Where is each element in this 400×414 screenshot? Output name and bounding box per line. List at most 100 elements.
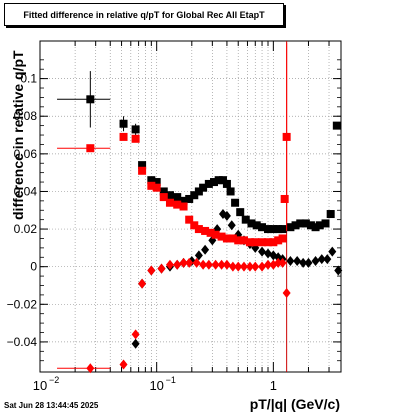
data-point [217, 259, 226, 270]
data-point [274, 257, 283, 268]
data-point [332, 121, 341, 130]
x-tick-label: 10 [149, 378, 163, 393]
data-point [226, 187, 235, 196]
data-point [185, 194, 194, 203]
data-point [138, 278, 147, 289]
data-point [293, 256, 302, 267]
datestamp: Sat Jun 28 13:44:45 2025 [4, 401, 99, 410]
data-point [258, 261, 267, 272]
y-axis-label: difference in relative q/pT [10, 50, 26, 220]
data-point [194, 250, 203, 261]
data-point [138, 161, 147, 170]
data-point [119, 119, 128, 128]
data-point [274, 225, 283, 234]
data-point [165, 198, 174, 207]
data-point [173, 200, 182, 209]
data-point [234, 261, 243, 272]
data-point [157, 263, 166, 274]
data-point [251, 238, 260, 247]
data-point [86, 363, 95, 374]
data-point [228, 261, 237, 272]
y-tick-label: 0.08 [14, 109, 38, 123]
data-point [334, 265, 343, 276]
data-point [282, 132, 291, 141]
y-tick-label: 0.1 [20, 72, 37, 86]
data-point [185, 215, 194, 224]
data-point [278, 234, 287, 243]
data-point [241, 215, 250, 224]
data-point [269, 250, 278, 261]
data-point [131, 329, 140, 340]
data-point [179, 257, 188, 268]
data-point [311, 223, 320, 232]
data-point [326, 210, 335, 219]
data-point [227, 220, 236, 231]
data-point [138, 166, 147, 175]
data-point [190, 221, 199, 230]
data-point [119, 132, 128, 141]
data-point [304, 257, 313, 268]
data-point [131, 338, 140, 349]
data-point [236, 208, 245, 217]
data-point [269, 225, 278, 234]
data-point [311, 256, 320, 267]
data-point [264, 225, 273, 234]
y-tick-label: 0.02 [14, 222, 38, 236]
data-point [159, 187, 168, 196]
data-point [264, 238, 273, 247]
data-point [264, 259, 273, 270]
data-point [317, 254, 326, 265]
data-point [199, 259, 208, 270]
data-point [282, 288, 291, 299]
data-point [211, 230, 220, 239]
data-point [286, 256, 295, 267]
data-point [258, 223, 267, 232]
data-point [228, 234, 237, 243]
data-point [192, 257, 201, 268]
data-point [222, 259, 231, 270]
data-point [245, 238, 254, 247]
data-point [286, 223, 295, 232]
data-point [251, 261, 260, 272]
data-point [165, 259, 174, 270]
data-point [280, 194, 289, 203]
data-point [315, 221, 324, 230]
x-tick-exponent: −1 [166, 375, 176, 385]
data-point [201, 244, 210, 255]
data-point [231, 198, 240, 207]
data-point [258, 246, 267, 257]
y-tick-label: 0.04 [14, 184, 38, 198]
data-point [173, 259, 182, 270]
data-point [190, 191, 199, 200]
data-point [278, 225, 287, 234]
data-point [278, 257, 287, 268]
data-point [206, 228, 215, 237]
y-tick-label: 0.06 [14, 147, 38, 161]
data-point [152, 183, 161, 192]
data-point [234, 236, 243, 245]
data-point [301, 219, 310, 228]
y-tick-label: 0 [30, 260, 37, 274]
data-point [147, 181, 156, 190]
data-point [131, 125, 140, 134]
data-point [299, 257, 308, 268]
data-point [201, 226, 210, 235]
data-point [214, 176, 223, 185]
data-point [239, 261, 248, 272]
data-point [147, 265, 156, 276]
data-point [245, 261, 254, 272]
data-point [86, 95, 95, 104]
data-point [296, 219, 305, 228]
y-tick-label: −0.04 [7, 335, 38, 349]
data-point [179, 202, 188, 211]
y-tick-label: −0.02 [7, 297, 38, 311]
data-point [291, 221, 300, 230]
data-point [222, 210, 231, 221]
data-point [328, 246, 337, 257]
plot-frame [39, 40, 342, 373]
data-point [194, 225, 203, 234]
data-point [173, 193, 182, 202]
data-point [323, 254, 332, 265]
data-point [152, 178, 161, 187]
